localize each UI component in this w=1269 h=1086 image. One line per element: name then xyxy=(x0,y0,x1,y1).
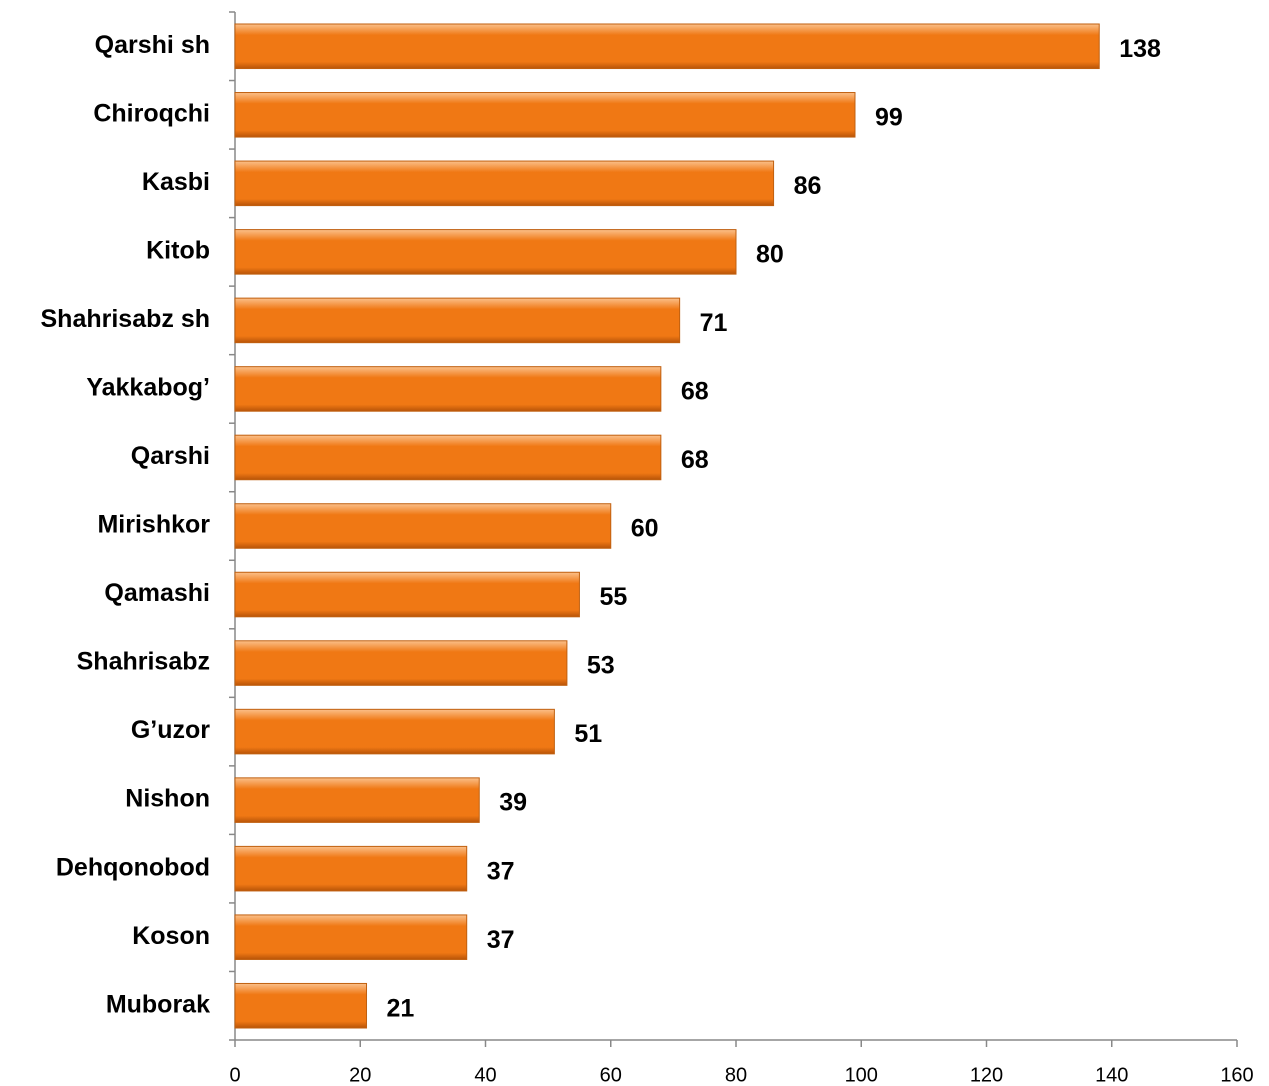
bar xyxy=(234,982,368,1029)
bar xyxy=(234,914,468,960)
y-tick-label: Nishon xyxy=(125,785,210,813)
y-tick-label: Kitob xyxy=(146,236,210,264)
y-tick-label: Mirishkor xyxy=(97,511,210,539)
x-tick-label: 120 xyxy=(970,1064,1003,1086)
y-tick-label: Shahrisabz xyxy=(77,648,210,676)
y-tick-label: Qarshi sh xyxy=(95,31,210,59)
bar xyxy=(234,366,662,412)
x-tick-label: 80 xyxy=(725,1064,747,1086)
bar xyxy=(234,92,856,138)
value-label: 55 xyxy=(599,583,627,611)
value-label: 51 xyxy=(574,720,602,748)
value-label: 37 xyxy=(487,926,515,954)
bar xyxy=(234,708,555,755)
bar xyxy=(234,229,737,275)
y-tick-label: Muborak xyxy=(106,990,210,1018)
y-tick-label: G’uzor xyxy=(131,716,210,744)
value-label: 37 xyxy=(487,857,515,885)
x-tick-label: 100 xyxy=(845,1064,878,1086)
value-label: 138 xyxy=(1119,35,1161,63)
bar xyxy=(234,23,1100,70)
bar xyxy=(234,503,612,549)
value-label: 60 xyxy=(631,515,659,543)
value-label: 68 xyxy=(681,446,709,474)
y-tick-label: Qamashi xyxy=(104,579,210,607)
bar xyxy=(234,777,480,823)
value-label: 99 xyxy=(875,103,903,131)
bar xyxy=(234,640,568,686)
x-tick-label: 60 xyxy=(600,1064,622,1086)
y-tick-label: Kasbi xyxy=(142,168,210,196)
x-tick-label: 20 xyxy=(349,1064,371,1086)
y-tick-label: Qarshi xyxy=(131,442,210,470)
bar xyxy=(234,434,662,481)
x-tick-label: 40 xyxy=(474,1064,496,1086)
x-tick-label: 160 xyxy=(1220,1064,1253,1086)
value-label: 68 xyxy=(681,378,709,406)
bar xyxy=(234,160,775,207)
y-tick-label: Shahrisabz sh xyxy=(41,305,211,333)
x-tick-label: 140 xyxy=(1095,1064,1128,1086)
y-tick-label: Koson xyxy=(132,922,210,950)
bar xyxy=(234,297,681,344)
value-label: 80 xyxy=(756,240,784,268)
value-label: 53 xyxy=(587,652,615,680)
y-tick-label: Chiroqchi xyxy=(93,99,210,127)
value-label: 86 xyxy=(794,172,822,200)
value-label: 21 xyxy=(387,994,415,1022)
bar xyxy=(234,845,468,892)
y-tick-label: Dehqonobod xyxy=(56,853,210,881)
x-tick-label: 0 xyxy=(229,1064,240,1086)
bar xyxy=(234,571,580,618)
value-label: 39 xyxy=(499,789,527,817)
value-label: 71 xyxy=(700,309,728,337)
y-tick-label: Yakkabog’ xyxy=(86,374,210,402)
